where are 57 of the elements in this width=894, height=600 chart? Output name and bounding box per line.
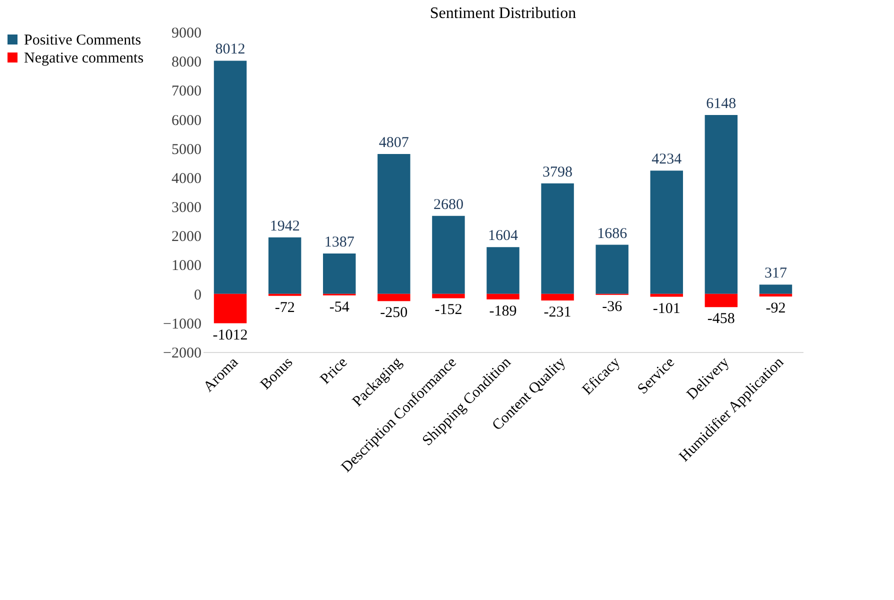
bar [541,183,574,294]
bar [541,294,574,301]
data-label: 1387 [324,234,355,250]
bar [214,60,247,294]
data-label: -152 [434,302,462,318]
bar [650,170,683,294]
y-tick-label: 9000 [172,26,202,42]
data-label: 4807 [378,134,410,151]
data-label: -250 [380,305,408,322]
bar [486,294,520,300]
y-tick-label: 8000 [172,54,202,71]
bar [432,216,465,294]
bar [268,237,302,294]
data-label: -36 [602,298,623,315]
data-label: -189 [489,303,517,320]
data-label: 4234 [652,152,682,168]
bar [432,294,465,298]
data-label: -101 [652,300,680,317]
legend-label: Negative comments [24,50,144,66]
y-tick-label: 3000 [172,200,202,216]
legend-label: Positive Comments [24,32,142,48]
y-tick-label: 5000 [172,142,202,158]
x-tick-label: Price [318,354,351,388]
data-label: -54 [329,299,350,316]
y-tick-label: 7000 [172,84,202,100]
y-tick-label: 2000 [172,229,202,246]
data-label: 1604 [488,228,518,244]
bar [704,114,738,294]
bar [759,294,792,296]
data-label: 1686 [597,226,628,242]
data-label: 3798 [542,164,573,180]
data-label: 8012 [215,42,246,58]
bar [759,284,792,294]
bar [596,244,628,294]
bar [214,294,247,324]
data-label: 317 [764,266,788,282]
data-label: -1012 [212,327,248,344]
data-label: -458 [707,311,735,328]
y-tick-label: −2000 [163,346,202,362]
data-label: 2680 [433,196,464,213]
bar [323,253,356,294]
y-tick-label: 4000 [172,170,202,187]
y-tick-label: 0 [194,287,202,304]
y-tick-label: 6000 [172,112,202,129]
bar [704,294,738,308]
bar [486,247,520,294]
y-tick-label: 1000 [172,258,202,274]
data-label: -231 [544,304,572,321]
chart-title: Sentiment Distribution [430,5,576,22]
bar [650,294,683,297]
data-label: 6148 [706,96,736,112]
data-label: 1942 [270,218,300,234]
bar [378,294,410,302]
data-label: -92 [766,300,786,316]
data-label: -72 [274,300,295,316]
bar [378,154,410,294]
y-tick-label: −1000 [163,316,202,332]
